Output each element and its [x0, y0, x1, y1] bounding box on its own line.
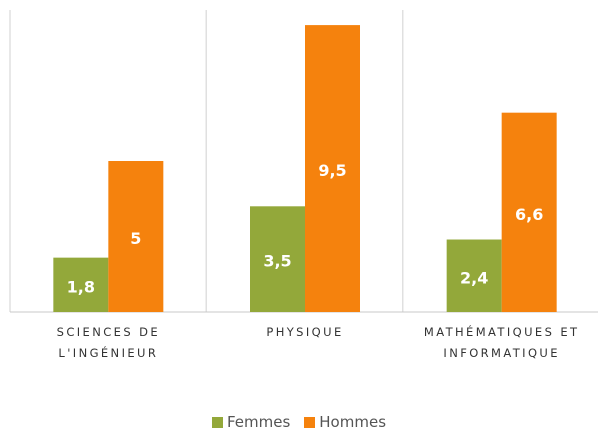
bar	[501, 112, 557, 313]
data-label: 5	[130, 229, 141, 248]
bar	[108, 161, 164, 312]
bar	[305, 25, 360, 312]
data-label: 6,6	[515, 205, 543, 224]
data-label: 1,8	[67, 277, 95, 296]
legend-label: Femmes	[226, 413, 291, 431]
legend-item: Hommes	[304, 413, 386, 431]
legend: Femmes Hommes	[0, 413, 598, 431]
data-label: 3,5	[263, 252, 291, 271]
data-label: 2,4	[460, 268, 488, 287]
legend-swatch	[304, 416, 316, 428]
legend-label: Hommes	[319, 413, 387, 431]
bar	[250, 206, 305, 312]
data-label: 9,5	[318, 161, 346, 180]
legend-item: Femmes	[211, 413, 291, 431]
bar	[53, 257, 109, 312]
x-tick-label: PHYSIQUE	[266, 325, 344, 339]
x-tick-label: MATHÉMATIQUES ET INFORMATIQUE	[423, 325, 580, 360]
legend-swatch	[211, 416, 223, 428]
x-tick-label: SCIENCES DE L'INGÉNIEUR	[56, 325, 161, 360]
bar	[446, 239, 502, 312]
